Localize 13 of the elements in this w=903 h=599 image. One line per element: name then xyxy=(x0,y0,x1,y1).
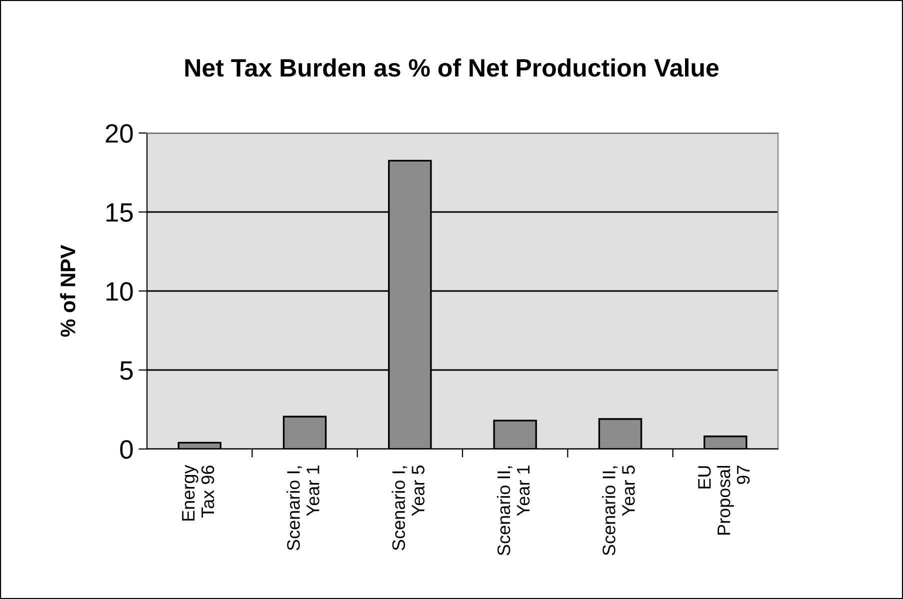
x-tick-label: Scenario II, Year 1 xyxy=(496,466,530,556)
y-tick-label: 10 xyxy=(106,282,133,301)
x-tick-label: Scenario I, Year 5 xyxy=(392,466,424,550)
y-tick-label: 15 xyxy=(106,203,133,222)
x-tick-label: Scenario I, Year 1 xyxy=(286,466,320,550)
chart-title: Net Tax Burden as % of Net Production Value xyxy=(185,58,719,77)
y-axis-title: % of NPV xyxy=(60,244,76,337)
x-tick-label: EU Proposal 97 xyxy=(698,466,750,535)
x-tick-label: Energy Tax 96 xyxy=(182,464,214,521)
y-tick-label: 5 xyxy=(120,361,133,380)
y-tick-label: 20 xyxy=(106,124,133,143)
x-tick-label: Scenario II, Year 5 xyxy=(602,466,635,556)
y-tick-label: 0 xyxy=(120,440,133,459)
